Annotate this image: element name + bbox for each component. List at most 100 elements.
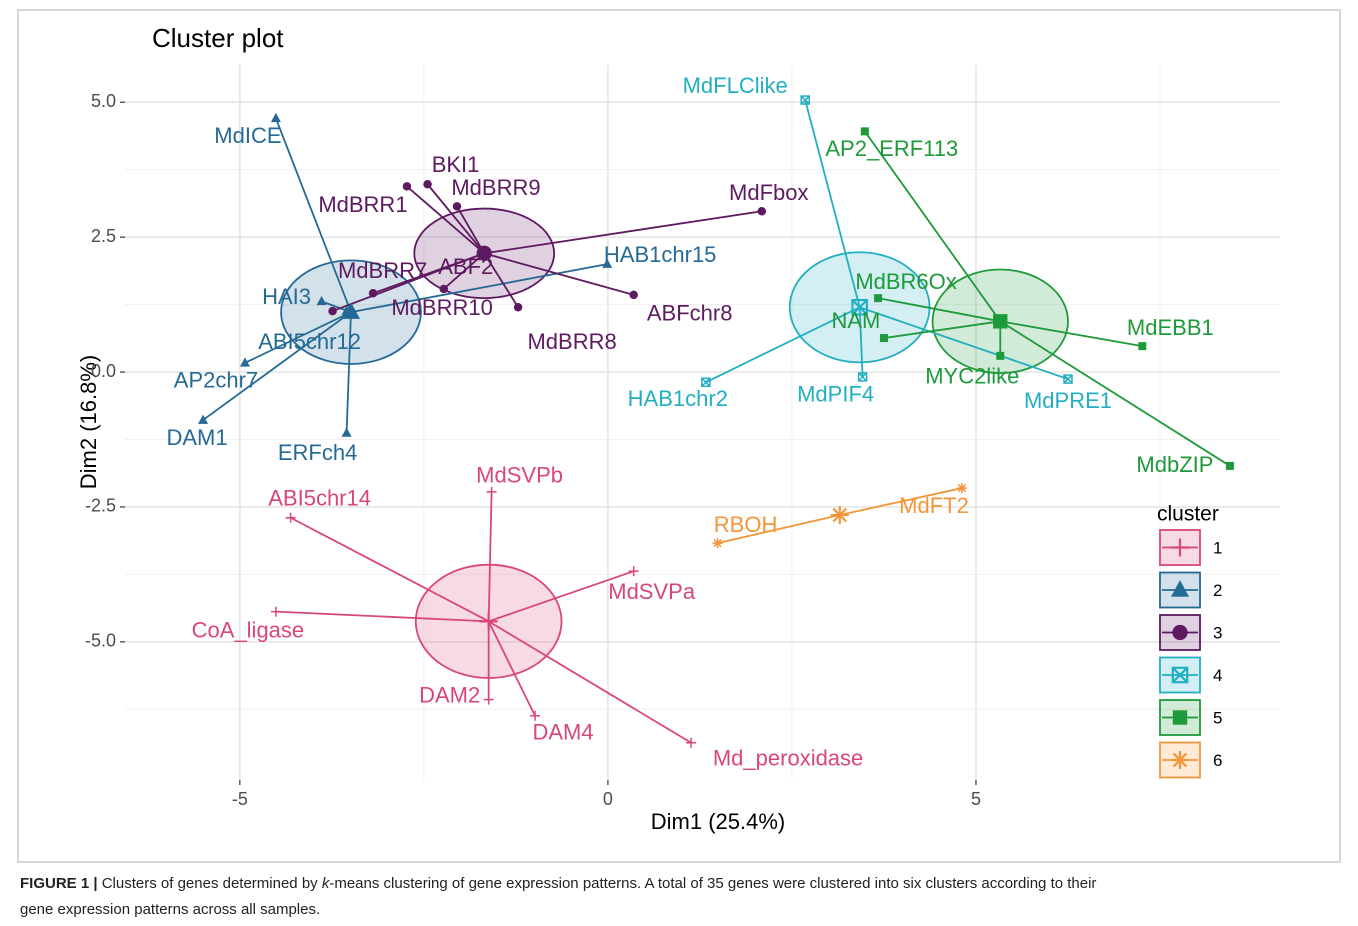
legend-label: 5 bbox=[1213, 708, 1222, 727]
point bbox=[402, 182, 412, 191]
caption-label: FIGURE 1 | bbox=[20, 875, 98, 892]
caption-line: gene expression patterns across all samp… bbox=[20, 901, 320, 918]
point bbox=[1225, 461, 1234, 470]
marker-part bbox=[513, 303, 523, 312]
y-tick-label: 0.0 bbox=[91, 361, 116, 381]
legend-entry: 5 bbox=[1159, 699, 1222, 736]
point-label: DAM2 bbox=[419, 682, 480, 707]
marker-part bbox=[1172, 710, 1188, 725]
cluster-spoke bbox=[426, 183, 485, 254]
cluster-spoke bbox=[859, 306, 1069, 380]
marker-part bbox=[851, 299, 868, 316]
point-labels: ABI5chr14 MdSVPb MdSVPa CoA_ligase DAM2 DAM4 M… bbox=[166, 73, 1213, 771]
marker-part bbox=[1172, 667, 1188, 683]
point-label: ABI5chr12 bbox=[258, 329, 361, 354]
point bbox=[439, 284, 448, 294]
legend-entry: 1 bbox=[1159, 529, 1222, 566]
point bbox=[270, 606, 281, 617]
legend-symbol bbox=[1172, 710, 1188, 725]
marker-part bbox=[757, 206, 767, 216]
point-label: MdBRR9 bbox=[451, 175, 540, 200]
cluster-spoke bbox=[999, 320, 1231, 467]
point bbox=[629, 290, 638, 300]
x-tick-label: 5 bbox=[971, 789, 981, 809]
cluster-center bbox=[993, 314, 1008, 329]
point-label: Md_peroxidase bbox=[713, 746, 863, 771]
point-label: MdSVPa bbox=[608, 579, 696, 604]
marker-part bbox=[1063, 374, 1073, 384]
point-label: MdEBB1 bbox=[1127, 315, 1214, 340]
cluster-spoke bbox=[877, 297, 1001, 323]
caption-text: -means clustering of gene expression pat… bbox=[329, 875, 1096, 892]
marker-part bbox=[857, 372, 868, 382]
grid bbox=[125, 65, 1280, 780]
caption-text: k bbox=[322, 875, 331, 892]
point-label: HAB1chr2 bbox=[628, 386, 728, 411]
point-label: DAM1 bbox=[166, 425, 227, 450]
marker-part bbox=[996, 351, 1005, 360]
marker-part bbox=[423, 180, 432, 189]
point-label: RBOH bbox=[714, 512, 778, 537]
legend-label: 1 bbox=[1213, 538, 1222, 557]
marker-part bbox=[239, 357, 250, 367]
cluster-spoke bbox=[487, 491, 493, 622]
cluster-spoke bbox=[275, 118, 352, 313]
cluster-spoke bbox=[456, 205, 486, 254]
point-label: ABFchr8 bbox=[647, 301, 733, 326]
marker-part bbox=[860, 127, 869, 136]
marker-part bbox=[701, 377, 711, 387]
spokes bbox=[202, 99, 1231, 744]
point-label: HAB1chr15 bbox=[604, 242, 717, 267]
marker-part bbox=[270, 112, 281, 123]
legend-entry: 6 bbox=[1159, 741, 1222, 779]
cluster-center bbox=[341, 302, 360, 319]
cluster-spoke bbox=[487, 620, 536, 717]
marker-part bbox=[858, 372, 868, 382]
point-label: MdFT2 bbox=[899, 493, 969, 518]
point-label: MdPIF4 bbox=[797, 382, 874, 407]
point-label: MdBRR7 bbox=[338, 258, 427, 283]
point bbox=[530, 710, 541, 721]
marker-part bbox=[629, 290, 638, 300]
chart-title: Cluster plot bbox=[152, 23, 284, 53]
point bbox=[860, 127, 869, 136]
marker-part bbox=[713, 538, 722, 548]
point-label: MdBRR1 bbox=[318, 192, 407, 217]
marker-part bbox=[602, 258, 613, 268]
x-tick-label: 0 bbox=[603, 789, 613, 809]
cluster-spoke bbox=[244, 311, 352, 364]
point-label: NAM bbox=[832, 308, 881, 333]
marker-part bbox=[1225, 461, 1234, 470]
point-label: AP2_ERF113 bbox=[825, 136, 958, 161]
point-label: CoA_ligase bbox=[192, 617, 305, 642]
figure-frame bbox=[17, 9, 1341, 863]
cluster-spoke bbox=[883, 320, 1001, 339]
cluster-center bbox=[476, 245, 492, 261]
cluster-spoke bbox=[858, 307, 864, 377]
marker-part bbox=[452, 202, 462, 211]
cluster-center bbox=[830, 506, 849, 525]
marker-part bbox=[832, 507, 848, 523]
point-label: MdBRR8 bbox=[527, 329, 616, 354]
point bbox=[857, 372, 868, 382]
point-label: MdBRR10 bbox=[391, 295, 492, 320]
point bbox=[316, 295, 327, 306]
point bbox=[800, 95, 810, 105]
legend-title: cluster bbox=[1157, 503, 1219, 526]
point-label: MdbZIP bbox=[1136, 452, 1213, 477]
legend-symbol bbox=[1172, 624, 1188, 641]
point bbox=[1063, 374, 1073, 384]
cluster-spoke bbox=[864, 130, 1002, 322]
marker-part bbox=[198, 414, 209, 424]
point-label: ABF2 bbox=[438, 254, 493, 279]
point bbox=[1138, 342, 1147, 351]
point bbox=[712, 538, 723, 549]
point-label: ERFch4 bbox=[278, 440, 357, 465]
point-label: MdICE bbox=[214, 123, 281, 148]
legend-label: 6 bbox=[1213, 751, 1222, 770]
cluster-spoke bbox=[484, 210, 762, 255]
point bbox=[341, 427, 352, 437]
marker-part bbox=[341, 427, 352, 437]
cluster-spoke bbox=[804, 99, 861, 308]
point bbox=[285, 512, 296, 523]
